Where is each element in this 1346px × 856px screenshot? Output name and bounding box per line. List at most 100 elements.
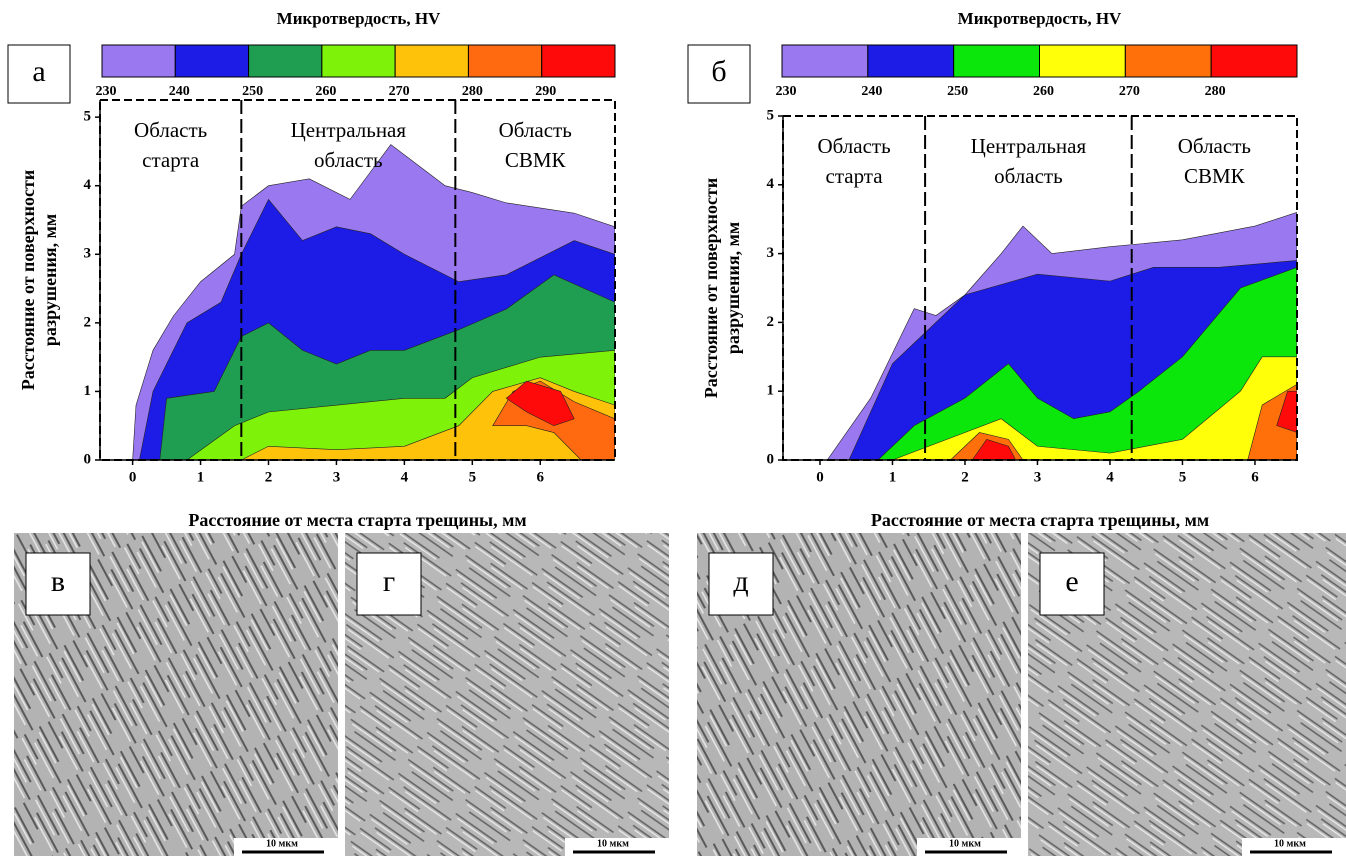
x-axis-label: Расстояние от места старта трещины, мм <box>188 510 526 530</box>
y-tick-label: 1 <box>767 383 775 399</box>
scale-bar-label: 10 мкм <box>949 838 981 849</box>
colorbar-bin <box>781 44 869 78</box>
colorbar-tick-label: 250 <box>947 84 968 99</box>
y-axis-label: разрушения, мм <box>40 214 60 346</box>
colorbar-bin <box>867 44 955 78</box>
x-tick-label: 1 <box>197 469 205 485</box>
x-tick-label: 0 <box>129 469 137 485</box>
panel-label: б <box>711 55 726 88</box>
colorbar-tick-label: 290 <box>535 84 556 99</box>
panel-label-box <box>25 552 91 616</box>
micrograph-overlay: г 10 мкм <box>356 552 669 856</box>
contour-fills <box>132 144 615 460</box>
region-label: старта <box>826 164 884 188</box>
x-tick-label: 4 <box>401 469 409 485</box>
colorbar-title: Микротвердость, HV <box>958 9 1122 28</box>
region-label: старта <box>142 148 200 172</box>
colorbar-bin <box>321 44 396 78</box>
scale-bar-label: 10 мкм <box>266 838 298 849</box>
scale-bar-label: 10 мкм <box>1274 838 1306 849</box>
y-tick-label: 5 <box>767 107 775 123</box>
colorbar-bin <box>467 44 543 78</box>
y-tick-label: 3 <box>84 246 92 262</box>
panel-label: а <box>32 55 45 88</box>
y-tick-label: 4 <box>767 176 775 192</box>
panel-label-box <box>7 44 71 104</box>
y-tick-label: 5 <box>84 109 92 125</box>
region-label: Область <box>1178 134 1251 158</box>
x-tick-label: 4 <box>1106 469 1114 485</box>
panel-label-box <box>1039 552 1105 616</box>
x-axis-label: Расстояние от места старта трещины, мм <box>871 510 1209 530</box>
colorbar-tick-label: 240 <box>169 84 190 99</box>
colorbar-tick-label: 250 <box>242 84 263 99</box>
colorbar-tick-label: 230 <box>96 84 117 99</box>
panel-label-box <box>708 552 774 616</box>
colorbar-bin <box>1210 44 1298 78</box>
panel-label: в <box>51 565 65 598</box>
colorbar-tick-label: 260 <box>1033 84 1054 99</box>
y-axis-label: Расстояние от поверхности <box>18 170 38 391</box>
colorbar-title: Микротвердость, HV <box>277 9 441 28</box>
y-axis-label: разрушения, мм <box>723 222 743 354</box>
region-label: СВМК <box>1184 164 1246 188</box>
x-tick-label: 5 <box>1179 469 1187 485</box>
panel-label-box <box>687 44 751 104</box>
colorbar-tick-label: 280 <box>462 84 483 99</box>
panel-label-box <box>356 552 422 616</box>
colorbar-bin <box>953 44 1041 78</box>
x-tick-label: 2 <box>265 469 273 485</box>
x-tick-label: 0 <box>816 469 824 485</box>
colorbar-tick-label: 280 <box>1205 84 1226 99</box>
region-label: Центральная <box>291 118 407 142</box>
y-tick-label: 0 <box>767 451 775 467</box>
y-tick-label: 4 <box>84 177 92 193</box>
micrograph-panel <box>14 533 1346 856</box>
y-tick-label: 3 <box>767 245 775 261</box>
x-tick-label: 3 <box>333 469 341 485</box>
y-axis-label: Расстояние от поверхности <box>701 178 721 399</box>
region-label: Область <box>817 134 890 158</box>
x-tick-label: 6 <box>537 469 545 485</box>
region-label: СВМК <box>505 148 567 172</box>
y-tick-label: 2 <box>767 314 775 330</box>
colorbar-bin <box>174 44 250 78</box>
region-label: Область <box>499 118 572 142</box>
colorbar-tick-label: 270 <box>1119 84 1140 99</box>
contour-region <box>1276 390 1297 433</box>
colorbar-bin <box>248 44 323 78</box>
panel-label: г <box>383 565 395 598</box>
colorbar-tick-label: 230 <box>776 84 797 99</box>
colorbar-bin <box>1124 44 1212 78</box>
panel-label: е <box>1065 565 1078 598</box>
colorbar-bin <box>1039 44 1126 78</box>
region-label: область <box>314 148 383 172</box>
contour-region <box>505 380 575 427</box>
scale-bar-label: 10 мкм <box>597 838 629 849</box>
x-tick-label: 2 <box>961 469 969 485</box>
colorbar-bin <box>101 44 176 78</box>
colorbar-tick-label: 260 <box>315 84 336 99</box>
contour-region <box>877 267 1297 460</box>
x-tick-label: 5 <box>469 469 477 485</box>
colorbar-bin <box>394 44 469 78</box>
y-tick-label: 1 <box>84 383 92 399</box>
x-tick-label: 6 <box>1251 469 1259 485</box>
micrograph-overlay: е 10 мкм <box>1039 552 1346 856</box>
micrograph-overlay: д 10 мкм <box>708 552 1021 856</box>
micrograph-overlay: в 10 мкм <box>25 552 338 856</box>
colorbar-tick-label: 240 <box>861 84 882 99</box>
region-label: Область <box>134 118 207 142</box>
panel-label: д <box>733 565 748 598</box>
region-label: Центральная <box>971 134 1087 158</box>
contour-region <box>971 439 1017 460</box>
region-label: область <box>994 164 1063 188</box>
colorbar-tick-label: 270 <box>389 84 410 99</box>
contour-fills <box>826 212 1297 460</box>
x-tick-label: 1 <box>889 469 897 485</box>
colorbar-bin <box>541 44 616 78</box>
